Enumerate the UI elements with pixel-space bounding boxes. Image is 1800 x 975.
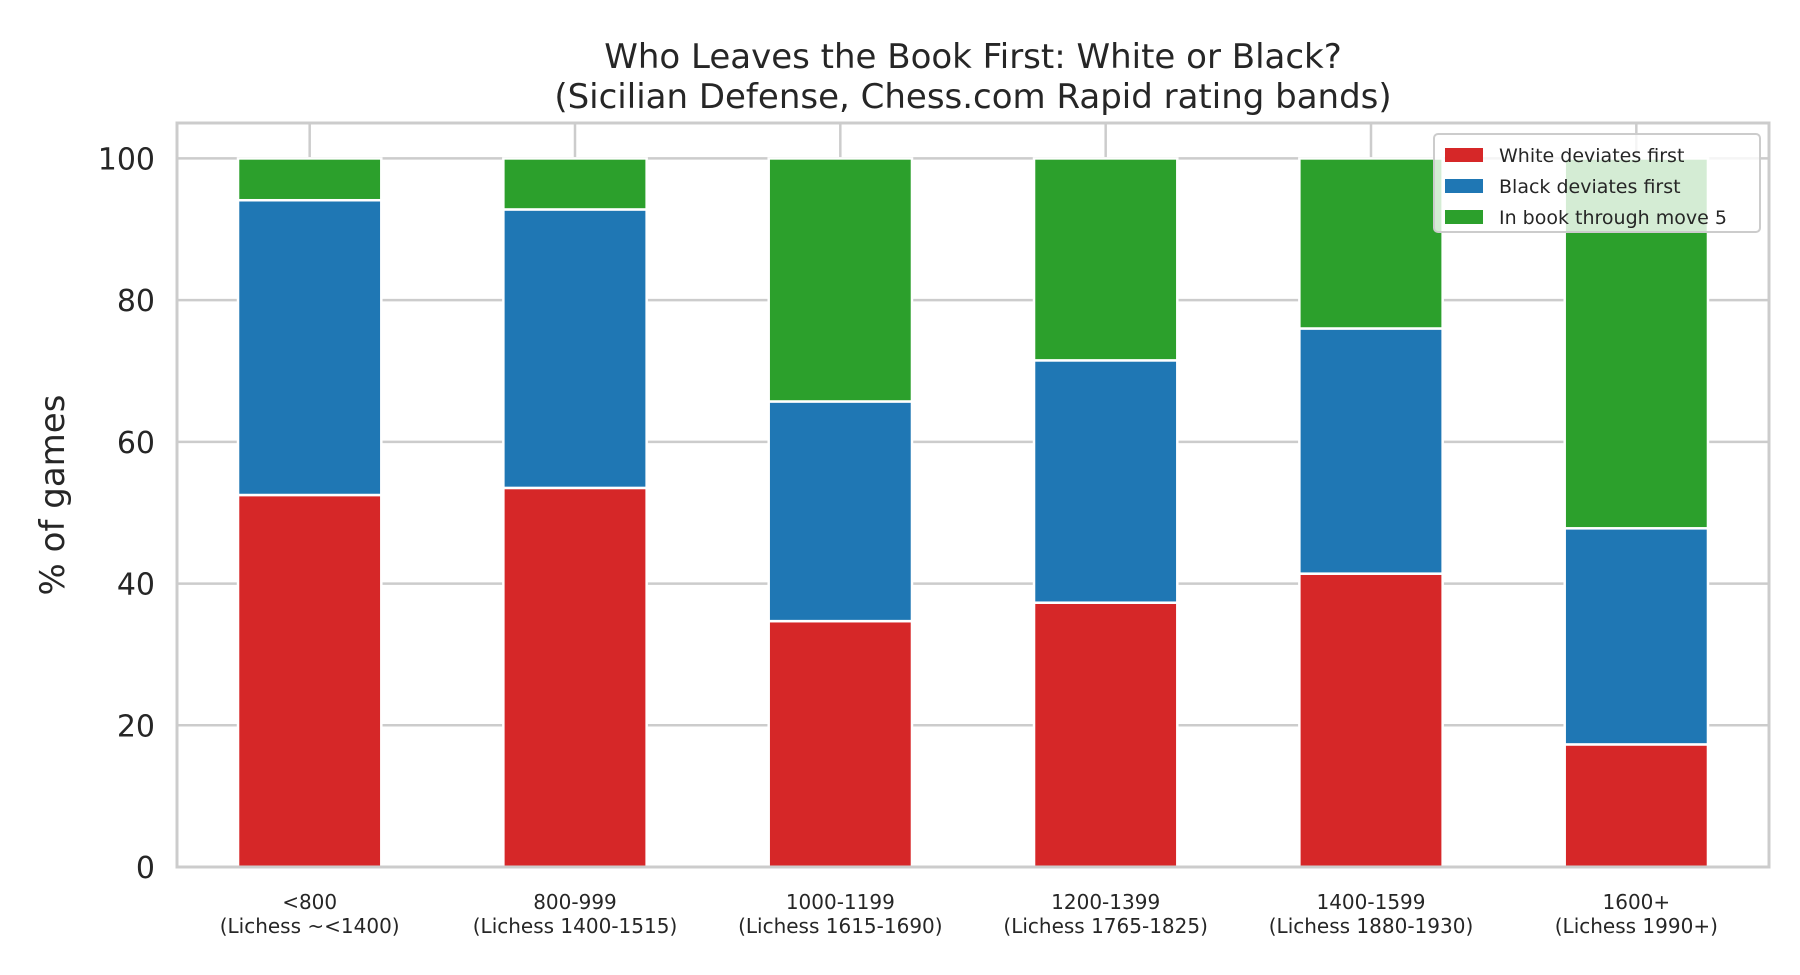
bar-segment bbox=[1298, 572, 1444, 869]
x-tick-label: (Lichess 1990+) bbox=[1555, 914, 1718, 938]
bar-segment bbox=[1298, 327, 1444, 575]
plot-frame bbox=[175, 121, 1771, 869]
bar-segment bbox=[236, 493, 383, 869]
chart-subtitle: (Sicilian Defense, Chess.com Rapid ratin… bbox=[554, 77, 1391, 117]
grid bbox=[177, 123, 1769, 869]
bars bbox=[236, 157, 1710, 869]
bar-segment bbox=[1563, 527, 1710, 746]
y-tick-label: 80 bbox=[117, 284, 155, 319]
y-tick-label: 20 bbox=[117, 709, 155, 744]
x-tick-label: (Lichess 1400-1515) bbox=[473, 914, 678, 938]
x-tick-label: 800-999 bbox=[533, 890, 617, 914]
legend-label: Black deviates first bbox=[1499, 176, 1681, 198]
x-tick-label: 1200-1399 bbox=[1051, 890, 1160, 914]
x-tick-label: (Lichess 1615-1690) bbox=[738, 914, 943, 938]
chart-title: Who Leaves the Book First: White or Blac… bbox=[604, 37, 1342, 77]
x-tick-label: 1000-1199 bbox=[786, 890, 895, 914]
x-tick-label: (Lichess 1765-1825) bbox=[1003, 914, 1208, 938]
bar-segment bbox=[236, 157, 383, 202]
bar-segment bbox=[1032, 157, 1179, 362]
bar-segment bbox=[1032, 601, 1179, 869]
bar-segment bbox=[1032, 359, 1179, 604]
legend-label: In book through move 5 bbox=[1499, 207, 1727, 229]
bar-segment bbox=[502, 208, 648, 490]
y-tick-label: 100 bbox=[98, 142, 155, 177]
legend-label: White deviates first bbox=[1499, 145, 1684, 167]
x-tick-label: (Lichess ~<1400) bbox=[220, 914, 400, 938]
y-axis-label: % of games bbox=[33, 395, 73, 596]
bar-segment bbox=[767, 400, 914, 623]
bar-segment bbox=[502, 486, 648, 869]
legend-box bbox=[1433, 133, 1761, 233]
x-tick-label: (Lichess 1880-1930) bbox=[1269, 914, 1474, 938]
legend: White deviates first Black deviates first… bbox=[1433, 133, 1761, 233]
bar-segment bbox=[1563, 743, 1710, 869]
y-tick-label: 40 bbox=[117, 568, 155, 603]
x-tick-label: 1400-1599 bbox=[1316, 890, 1425, 914]
bar-segment bbox=[1298, 157, 1444, 330]
legend-swatch bbox=[1445, 210, 1483, 224]
legend-swatch bbox=[1445, 148, 1483, 162]
x-tick-label: <800 bbox=[282, 890, 337, 914]
bar-segment bbox=[767, 619, 914, 869]
y-tick-label: 0 bbox=[136, 851, 155, 886]
x-tick-label: 1600+ bbox=[1603, 890, 1671, 914]
bar-segment bbox=[502, 157, 648, 211]
bar-segment bbox=[236, 198, 383, 497]
y-tick-label: 60 bbox=[117, 426, 155, 461]
bar-segment bbox=[767, 157, 914, 403]
legend-swatch bbox=[1445, 179, 1483, 193]
